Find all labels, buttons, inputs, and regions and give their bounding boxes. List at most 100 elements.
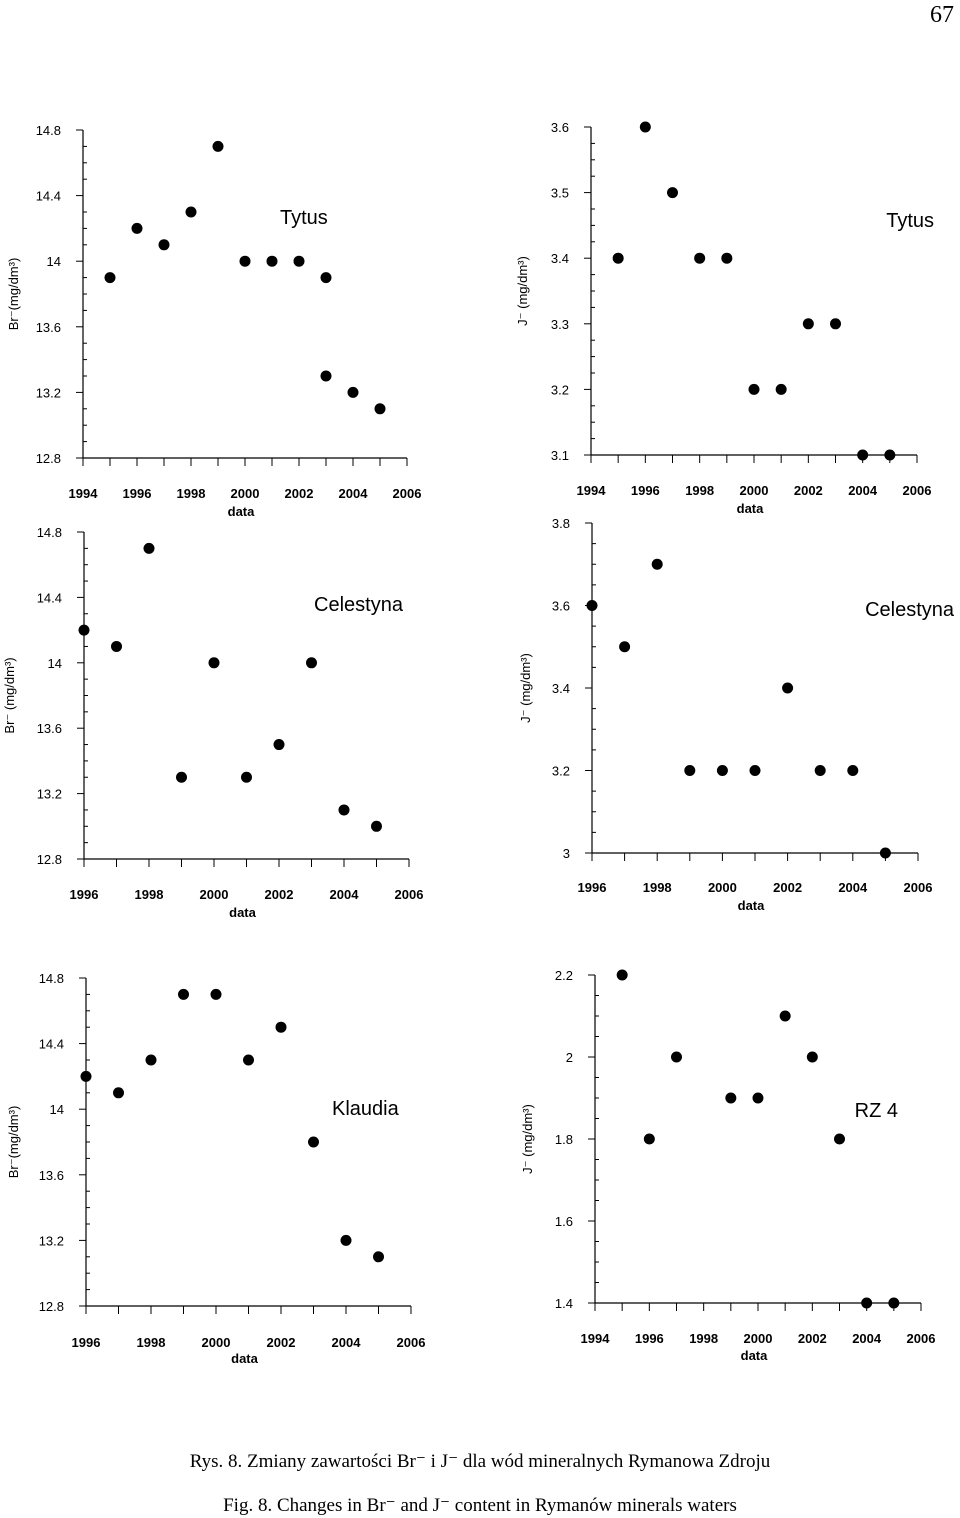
chart-rz4-j: 1.4 1.6 1.8 2 2.2 1994 1996 1998 2000 2002 2004 200… <box>520 968 935 1363</box>
chart-title: Tytus <box>886 210 934 232</box>
chart-tytus-br: 12.8 13.2 13.6 14 14.4 14.8 1994 1996 1998 2000 20… <box>6 123 421 519</box>
y-tick-label: 14.4 <box>37 590 62 605</box>
data-point <box>716 765 728 776</box>
data-point <box>178 988 189 1000</box>
y-axis-label: J⁻ (mg/dm³) <box>518 653 533 723</box>
x-tick-label: 2000 <box>744 1331 773 1346</box>
data-point <box>834 1133 845 1145</box>
y-tick-label: 3.5 <box>551 186 569 201</box>
x-axis-label: data <box>229 905 257 920</box>
data-point <box>80 1070 92 1082</box>
data-point <box>612 252 624 264</box>
y-axis-label: Br⁻(mg/dm³) <box>6 258 21 331</box>
x-tick-label: 1994 <box>69 486 99 501</box>
data-point <box>371 820 382 832</box>
chart-title: Celestyna <box>314 594 404 616</box>
x-tick-label: 1998 <box>643 880 672 895</box>
y-tick-label: 14 <box>47 254 61 269</box>
x-axis-label: data <box>231 1351 259 1366</box>
y-tick-label: 3.2 <box>551 382 569 397</box>
data-point <box>176 771 187 783</box>
data-point <box>273 739 285 751</box>
x-axis-label: data <box>737 501 765 516</box>
y-tick-label: 14.4 <box>36 189 61 204</box>
data-point <box>782 682 794 694</box>
data-point <box>830 318 841 330</box>
x-tick-label: 2002 <box>267 1335 296 1350</box>
data-point <box>671 1051 682 1063</box>
y-tick-label: 13.2 <box>39 1233 64 1248</box>
data-point <box>857 449 869 461</box>
chart-title: Klaudia <box>332 1098 400 1120</box>
x-tick-label: 2004 <box>838 880 868 895</box>
data-point <box>814 765 826 776</box>
x-tick-label: 1996 <box>631 483 660 498</box>
data-point <box>239 255 251 267</box>
data-point <box>616 969 628 981</box>
x-tick-label: 2000 <box>200 887 229 902</box>
data-point <box>847 765 859 776</box>
data-point <box>145 1054 157 1066</box>
x-tick-label: 2000 <box>202 1335 231 1350</box>
y-tick-label: 12.8 <box>39 1299 64 1314</box>
data-point <box>806 1051 818 1063</box>
data-point <box>338 804 350 816</box>
data-point <box>78 624 90 636</box>
y-tick-label: 1.4 <box>555 1296 573 1311</box>
chart-title: Celestyna <box>865 599 955 621</box>
data-point <box>639 121 651 133</box>
y-tick-label: 14.4 <box>39 1037 64 1052</box>
y-tick-label: 1.8 <box>555 1132 573 1147</box>
page-number: 67 <box>930 2 954 28</box>
x-tick-label: 2000 <box>231 486 260 501</box>
data-point <box>347 386 359 398</box>
y-tick-label: 14.8 <box>37 525 62 540</box>
y-axis-label: Br⁻ (mg/dm³) <box>2 657 17 733</box>
data-point <box>725 1092 737 1104</box>
x-tick-label: 2006 <box>395 887 424 902</box>
x-tick-label: 2002 <box>798 1331 827 1346</box>
data-point <box>775 383 787 395</box>
data-point <box>373 1251 384 1263</box>
data-point <box>694 252 706 264</box>
y-tick-label: 3.4 <box>551 251 569 266</box>
data-point <box>113 1087 124 1099</box>
data-point <box>651 558 663 570</box>
y-tick-label: 14 <box>50 1102 64 1117</box>
x-tick-label: 2006 <box>903 483 932 498</box>
data-point <box>721 252 733 264</box>
chart-celestyna-j: 3 3.2 3.4 3.6 3.8 1996 1998 2000 2002 2004 2006 dat… <box>518 516 955 913</box>
y-tick-label: 12.8 <box>36 451 61 466</box>
x-axis-label: data <box>228 504 256 519</box>
y-tick-label: 3.2 <box>552 764 570 779</box>
data-point <box>308 1136 319 1148</box>
y-tick-label: 13.6 <box>37 721 62 736</box>
y-tick-label: 13.2 <box>37 787 62 802</box>
y-tick-label: 14 <box>48 656 62 671</box>
y-axis-label: Br⁻(mg/dm³) <box>6 1106 21 1179</box>
x-tick-label: 1994 <box>581 1331 611 1346</box>
y-tick-label: 3.8 <box>552 516 570 531</box>
data-point <box>208 657 220 669</box>
x-tick-label: 2002 <box>773 880 802 895</box>
chart-title: Tytus <box>280 207 328 229</box>
y-tick-label: 1.6 <box>555 1214 573 1229</box>
x-tick-label: 2006 <box>393 486 422 501</box>
data-point <box>210 988 222 1000</box>
y-tick-label: 2.2 <box>555 968 573 983</box>
x-tick-label: 2002 <box>285 486 314 501</box>
y-tick-label: 3.6 <box>552 599 570 614</box>
data-point <box>684 765 696 776</box>
data-point <box>749 765 761 776</box>
x-tick-label: 2006 <box>907 1331 936 1346</box>
x-tick-label: 1998 <box>177 486 206 501</box>
data-point <box>158 239 170 251</box>
y-tick-label: 14.8 <box>39 971 64 986</box>
data-point <box>131 222 143 234</box>
data-point <box>374 403 386 415</box>
x-tick-label: 2000 <box>740 483 769 498</box>
data-point <box>293 255 305 267</box>
data-point <box>243 1054 254 1066</box>
data-point <box>275 1021 287 1033</box>
data-point <box>586 600 598 611</box>
